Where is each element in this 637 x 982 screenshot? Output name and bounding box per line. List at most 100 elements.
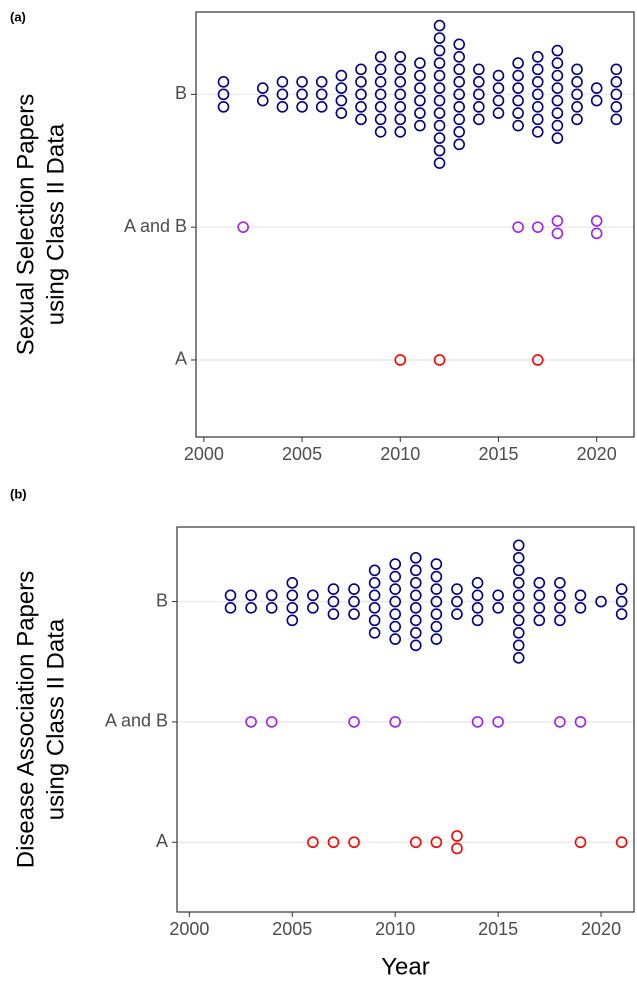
dot <box>551 119 564 132</box>
dot <box>394 354 407 366</box>
panel-label: (a) <box>10 9 26 24</box>
y-tick-label: A <box>175 349 187 369</box>
dot <box>554 589 566 602</box>
dot <box>473 88 485 101</box>
x-tick-label: 2000 <box>169 919 209 939</box>
dot <box>276 88 289 101</box>
x-tick-label: 2020 <box>577 444 617 464</box>
dot <box>409 552 422 564</box>
dot <box>296 101 308 113</box>
dot <box>512 82 524 94</box>
dot <box>453 51 465 63</box>
dot <box>315 88 328 101</box>
dot <box>473 76 485 88</box>
dot <box>610 101 623 113</box>
dot <box>355 113 367 126</box>
dot <box>374 88 387 101</box>
dot <box>531 354 544 366</box>
dot <box>276 101 289 113</box>
dot <box>276 76 289 88</box>
dot <box>265 602 278 614</box>
dot <box>256 94 269 107</box>
dot <box>492 94 505 107</box>
dot <box>433 57 446 69</box>
dot <box>473 63 485 76</box>
dot <box>307 836 319 849</box>
dot <box>355 101 367 113</box>
dot <box>430 620 443 633</box>
dot <box>296 76 308 88</box>
dot <box>531 76 544 88</box>
dot <box>551 44 564 57</box>
dot <box>394 126 407 138</box>
x-tick-label: 2015 <box>478 919 518 939</box>
dot <box>433 119 446 132</box>
plot-frame <box>176 526 635 913</box>
dot <box>512 221 524 233</box>
dot <box>394 88 407 101</box>
x-tick-label: 2015 <box>478 444 518 464</box>
y-tick-label: A and B <box>124 216 187 236</box>
dot <box>512 589 525 602</box>
plot-frame <box>195 11 635 438</box>
dot <box>551 107 564 119</box>
dot <box>355 88 367 101</box>
dot <box>409 627 422 639</box>
dot <box>610 113 623 126</box>
dot <box>471 602 484 614</box>
dot <box>571 101 583 113</box>
dot <box>512 602 525 614</box>
y-axis-title: using Class II Data <box>42 618 69 820</box>
dot <box>335 82 348 94</box>
dot <box>551 227 564 240</box>
dot <box>571 63 583 76</box>
dot <box>409 602 422 614</box>
dot <box>389 558 402 570</box>
dot <box>551 69 564 82</box>
dot <box>414 57 426 69</box>
x-tick-label: 2000 <box>184 444 224 464</box>
dot <box>430 570 443 583</box>
dot <box>224 589 237 602</box>
dot <box>453 126 465 138</box>
dot <box>433 157 446 169</box>
dot <box>453 138 465 151</box>
y-axis-title: Sexual Selection Papers <box>12 94 39 356</box>
dot <box>492 82 505 94</box>
x-tick-label: 2010 <box>375 919 415 939</box>
x-axis-title: Year <box>381 953 430 980</box>
panel-label: (b) <box>10 486 27 501</box>
dot <box>374 101 387 113</box>
dot <box>551 94 564 107</box>
dot <box>492 589 504 602</box>
dot <box>590 215 603 227</box>
dot <box>414 82 426 94</box>
dot <box>389 570 402 583</box>
x-tick-label: 2005 <box>272 919 312 939</box>
dot <box>368 602 381 614</box>
dot <box>217 88 230 101</box>
dot <box>368 589 381 602</box>
dot <box>531 51 544 63</box>
dot <box>512 94 524 107</box>
dot <box>471 589 484 602</box>
dot <box>571 113 583 126</box>
dot <box>368 614 381 627</box>
dot <box>348 583 360 595</box>
dot <box>533 589 546 602</box>
dot <box>433 107 446 119</box>
dot <box>430 558 443 570</box>
dot <box>430 633 443 645</box>
dot <box>389 620 402 633</box>
dot <box>315 76 328 88</box>
dot <box>430 608 443 620</box>
dot <box>374 126 387 138</box>
dot <box>471 716 484 728</box>
dot <box>471 614 484 627</box>
dot <box>492 602 504 614</box>
dot <box>512 577 525 589</box>
dot <box>512 652 525 664</box>
x-tick-label: 2005 <box>282 444 322 464</box>
dot <box>433 94 446 107</box>
